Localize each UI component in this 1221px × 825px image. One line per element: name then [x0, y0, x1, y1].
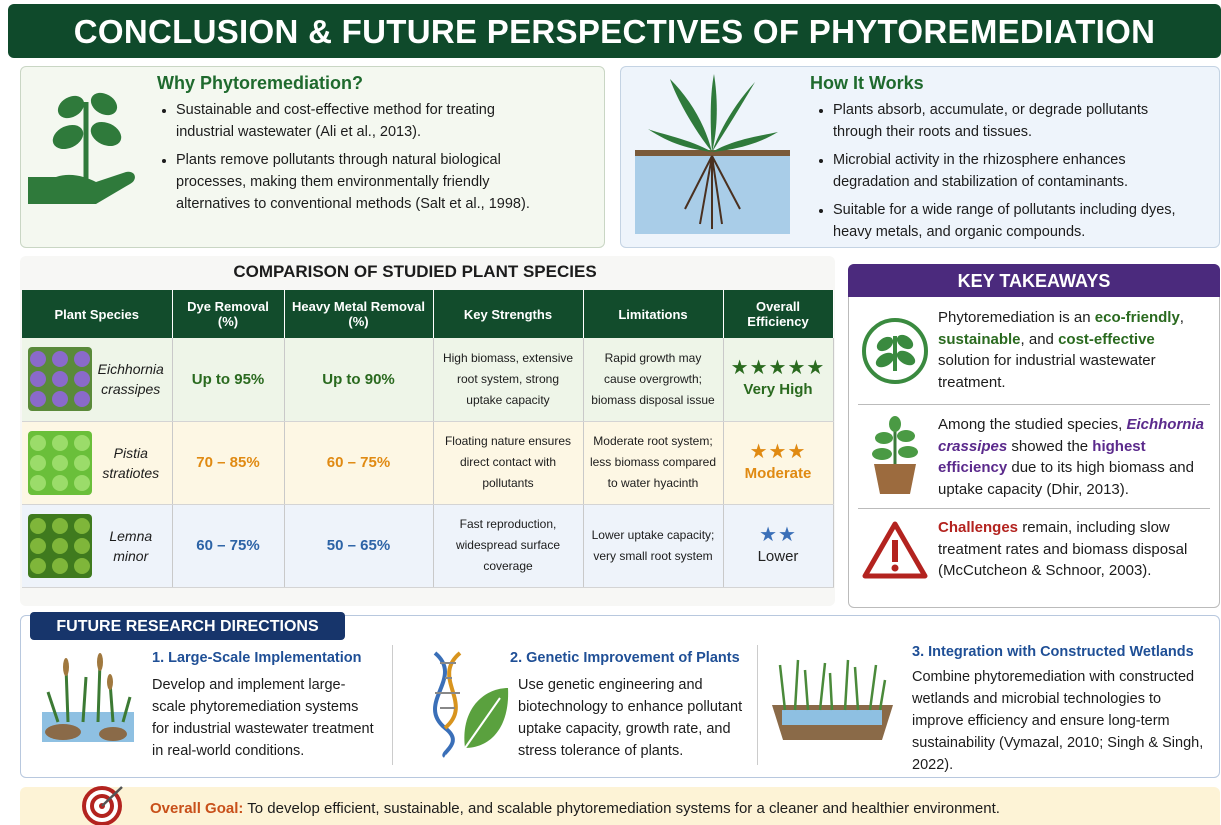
stars: ★★: [730, 525, 827, 546]
text-run: eco-friendly: [1095, 309, 1180, 326]
efficiency: Lower: [730, 546, 827, 567]
species-cell: Pistia stratiotes: [22, 421, 172, 504]
text-run: Among the studied species,: [938, 416, 1126, 433]
takeaway: Phytoremediation is an eco-friendly, sus…: [938, 307, 1208, 393]
comparison-table: Plant Species Dye Removal (%) Heavy Meta…: [22, 290, 834, 588]
species: Eichhornia crassipes: [28, 347, 166, 411]
column-header: Plant Species: [22, 290, 172, 338]
stars: ★★★★★: [730, 358, 827, 379]
column-header: Heavy Metal Removal (%): [284, 290, 433, 338]
plant-water-icon: [630, 74, 795, 239]
warning-icon: [862, 520, 928, 580]
divider: [757, 645, 758, 765]
how-bullet: Suitable for a wide range of pollutants …: [833, 199, 1190, 243]
text-run: To develop efficient, sustainable, and s…: [247, 800, 1000, 817]
strengths: High biomass, extensive root system, str…: [433, 338, 583, 421]
why-heading: Why Phytoremediation?: [157, 73, 363, 94]
future-heading: 3. Integration with Constructed Wetlands: [912, 644, 1194, 660]
efficiency: Very High: [730, 379, 827, 400]
efficiency: Moderate: [730, 463, 827, 484]
efficiency-cell: ★★Lower: [723, 504, 833, 587]
header-row: Plant Species Dye Removal (%) Heavy Meta…: [22, 290, 833, 338]
column-header: Overall Efficiency: [723, 290, 833, 338]
column-header: Dye Removal (%): [172, 290, 284, 338]
species-cell: Eichhornia crassipes: [22, 338, 172, 421]
why-bullet: Sustainable and cost-effective method fo…: [176, 99, 553, 143]
species-photo: [28, 347, 92, 411]
column-header: Key Strengths: [433, 290, 583, 338]
text-run: ,: [1180, 309, 1184, 326]
divider: [858, 404, 1210, 405]
how-bullet: Microbial activity in the rhizosphere en…: [833, 149, 1190, 193]
limitations: Rapid growth may cause overgrowth; bioma…: [583, 338, 723, 421]
target-icon: [82, 784, 126, 825]
species-cell: Lemna minor: [22, 504, 172, 587]
takeaway: Among the studied species, Eichhornia cr…: [938, 414, 1213, 500]
text-run: solution for industrial wastewater treat…: [938, 352, 1156, 391]
text-run: cost-effective: [1058, 331, 1155, 348]
hand-plant-icon: [26, 82, 141, 212]
how-list: Plants absorb, accumulate, or degrade po…: [815, 99, 1190, 249]
efficiency-cell: ★★★Moderate: [723, 421, 833, 504]
species-photo: [28, 514, 92, 578]
species-name: Lemna minor: [96, 526, 166, 566]
dna-leaf-icon: [420, 648, 510, 758]
text-run: Phytoremediation is an: [938, 309, 1095, 326]
strengths: Fast reproduction, widespread surface co…: [433, 504, 583, 587]
future-heading: 2. Genetic Improvement of Plants: [510, 650, 740, 666]
metal-removal: Up to 90%: [284, 338, 433, 421]
text-run: , and: [1021, 331, 1059, 348]
eco-icon: [860, 316, 930, 386]
strengths: Floating nature ensures direct contact w…: [433, 421, 583, 504]
future-text: Use genetic engineering and biotechnolog…: [518, 674, 743, 762]
constructed-wetland-icon: [770, 655, 895, 745]
text-run: sustainable: [938, 331, 1021, 348]
dye-removal: Up to 95%: [172, 338, 284, 421]
wetland-icon: [38, 652, 138, 747]
why-list: Sustainable and cost-effective method fo…: [158, 99, 553, 221]
how-heading: How It Works: [810, 73, 924, 94]
efficiency-cell: ★★★★★Very High: [723, 338, 833, 421]
text-run: showed the: [1007, 438, 1092, 455]
dye-removal: 70 – 85%: [172, 421, 284, 504]
stars: ★★★: [730, 442, 827, 463]
takeaways-title: KEY TAKEAWAYS: [848, 264, 1220, 297]
species-name: Eichhornia crassipes: [96, 359, 166, 399]
future-title: FUTURE RESEARCH DIRECTIONS: [30, 612, 345, 640]
text-run: Challenges: [938, 519, 1018, 536]
species-photo: [28, 431, 92, 495]
future-text: Combine phytoremediation with constructe…: [912, 666, 1212, 776]
limitations: Lower uptake capacity; very small root s…: [583, 504, 723, 587]
species: Pistia stratiotes: [28, 431, 166, 495]
page: CONCLUSION & FUTURE PERSPECTIVES OF PHYT…: [0, 0, 1221, 825]
future-text: Develop and implement large-scale phytor…: [152, 674, 377, 762]
limitations: Moderate root system; less biomass compa…: [583, 421, 723, 504]
divider: [392, 645, 393, 765]
dye-removal: 60 – 75%: [172, 504, 284, 587]
page-title: CONCLUSION & FUTURE PERSPECTIVES OF PHYT…: [8, 4, 1221, 58]
goal-text: Overall Goal: To develop efficient, sust…: [150, 800, 1000, 817]
future-heading: 1. Large-Scale Implementation: [152, 650, 362, 666]
column-header: Limitations: [583, 290, 723, 338]
potted-plant-icon: [868, 416, 923, 496]
divider: [858, 508, 1210, 509]
takeaway: Challenges remain, including slow treatm…: [938, 517, 1208, 582]
metal-removal: 50 – 65%: [284, 504, 433, 587]
metal-removal: 60 – 75%: [284, 421, 433, 504]
species-name: Pistia stratiotes: [96, 443, 166, 483]
how-bullet: Plants absorb, accumulate, or degrade po…: [833, 99, 1190, 143]
species: Lemna minor: [28, 514, 166, 578]
why-bullet: Plants remove pollutants through natural…: [176, 149, 553, 215]
table-title: COMPARISON OF STUDIED PLANT SPECIES: [20, 262, 810, 282]
text-run: Overall Goal:: [150, 800, 243, 817]
